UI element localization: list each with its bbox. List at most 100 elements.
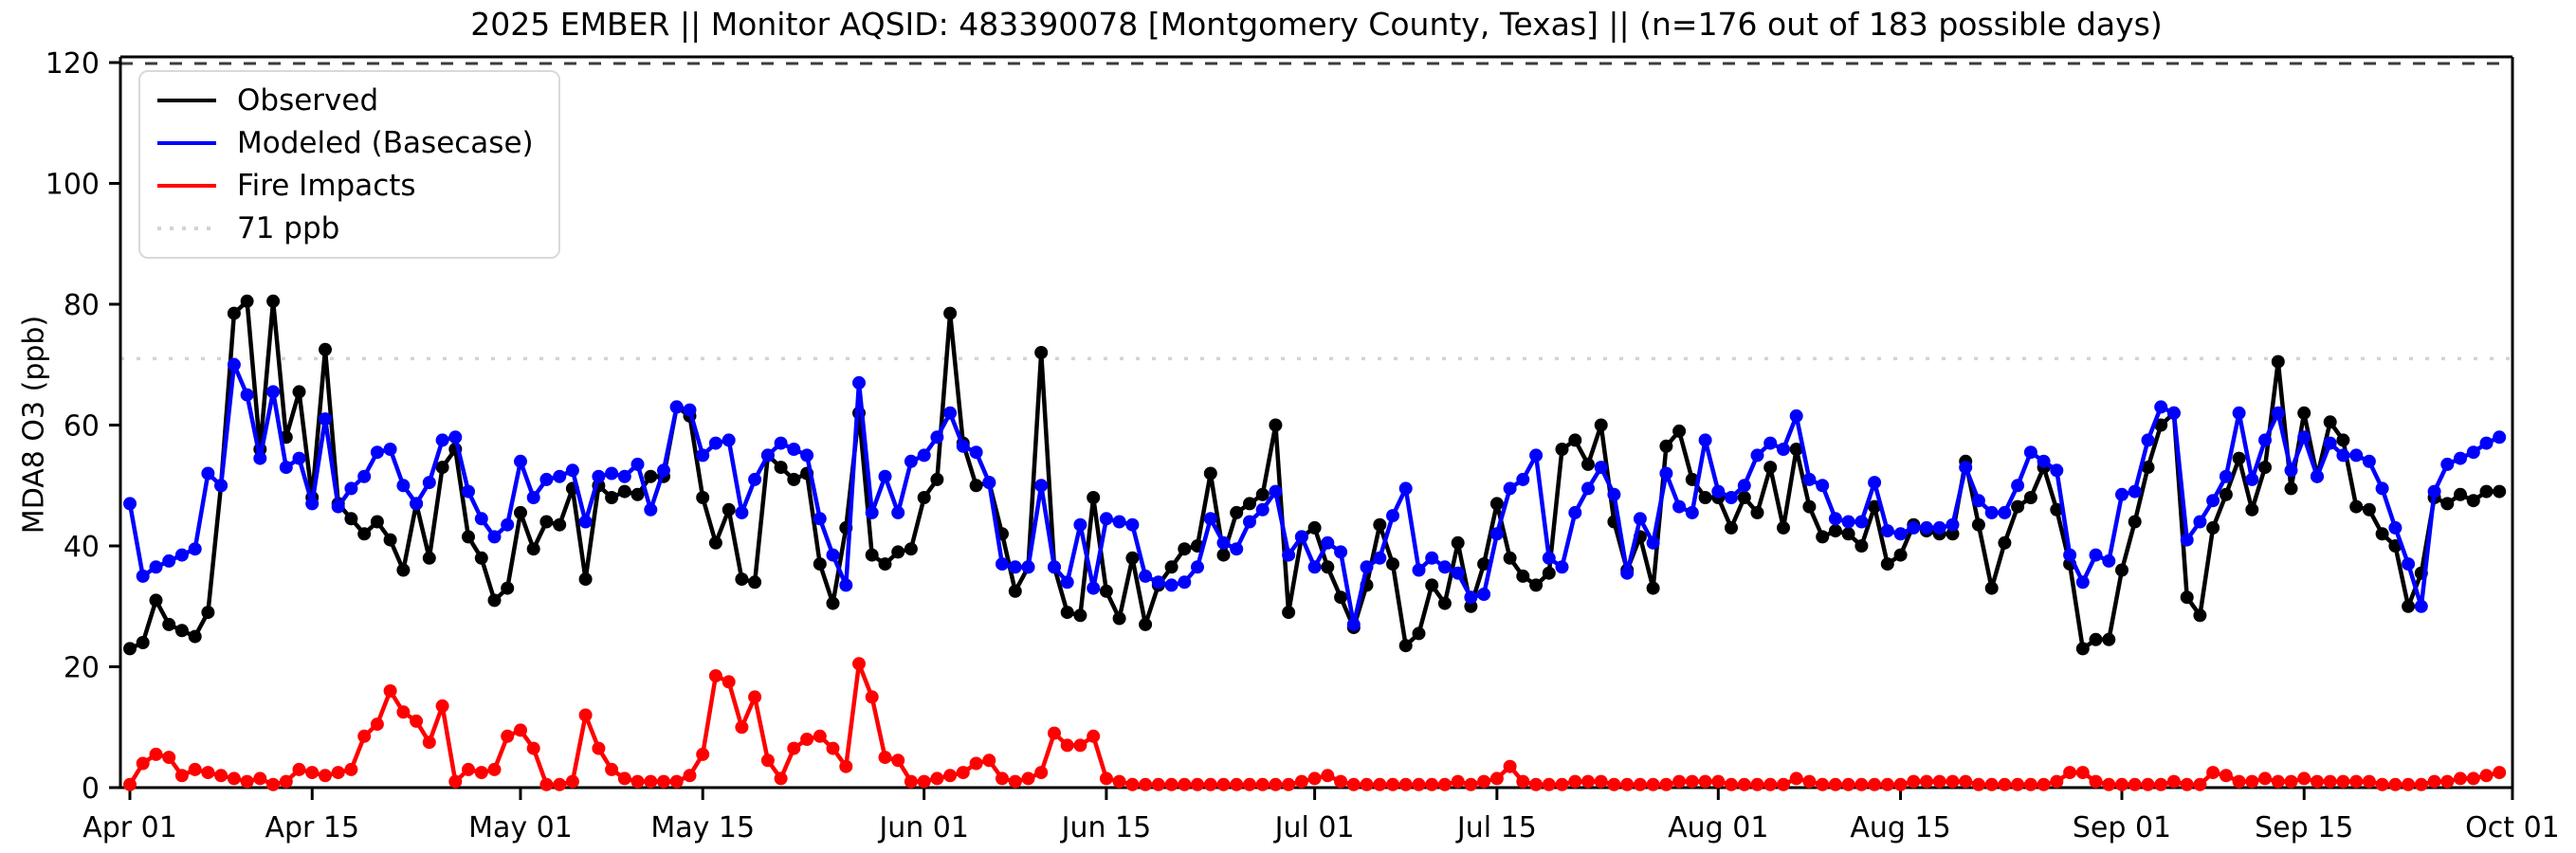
fire-impacts-series-point [1789, 771, 1803, 786]
legend-item-threshold: 71 ppb [157, 211, 534, 245]
modeled-series-point [2102, 554, 2116, 568]
modeled-series-point [2440, 457, 2455, 471]
fire-impacts-series-point [266, 777, 281, 791]
x-tick-label: May 01 [468, 811, 573, 844]
modeled-series-point [1542, 551, 1556, 565]
fire-impacts-series-point [1646, 777, 1660, 791]
fire-impacts-series-point [969, 756, 983, 771]
modeled-series-point [2193, 515, 2207, 529]
observed-series [123, 294, 2507, 656]
modeled-series-point [1503, 481, 1517, 496]
fire-impacts-series-point [1230, 777, 1244, 791]
fire-impacts-series-point [1685, 774, 1699, 789]
fire-impacts-series-point [1464, 777, 1478, 791]
fire-impacts-series-point [1243, 777, 1256, 791]
fire-impacts-series-point [2023, 777, 2037, 791]
modeled-series-point [1425, 551, 1439, 565]
fire-impacts-series-point [1998, 777, 2012, 791]
observed-series-point [1112, 611, 1126, 626]
modeled-series-point [1685, 505, 1699, 519]
observed-series-point [1698, 491, 1712, 504]
observed-series-point [319, 342, 332, 356]
modeled-series-point [787, 443, 801, 456]
fire-impacts-series-point [2011, 777, 2025, 791]
observed-series-point [162, 617, 176, 631]
modeled-series-point [2362, 454, 2376, 468]
observed-series-point [644, 469, 658, 483]
fire-impacts-series-point [319, 769, 332, 783]
modeled-series-point [2023, 445, 2037, 460]
modeled-series-point [760, 448, 775, 463]
modeled-series-point [1112, 515, 1126, 529]
modeled-series-point [422, 476, 436, 490]
observed-series-point [1946, 527, 1960, 541]
fire-impacts-series-point [2454, 771, 2467, 786]
fire-impacts-series-point [2323, 774, 2337, 789]
modeled-series-point [1633, 512, 1647, 526]
observed-series-point [1816, 530, 1830, 544]
observed-series-point [2193, 608, 2207, 623]
observed-series-point [136, 636, 150, 649]
modeled-series-point [2284, 463, 2298, 478]
observed-series-point [1125, 551, 1140, 565]
modeled-series-point [1789, 408, 1803, 423]
legend-item-modeled: Modeled (Basecase) [157, 126, 534, 160]
fire-impacts-series-point [2075, 766, 2090, 780]
modeled-series-point [1307, 560, 1322, 574]
fire-impacts-series-point [1164, 777, 1178, 791]
observed-series-point [2050, 502, 2064, 517]
fire-impacts-series-point [2037, 777, 2051, 791]
observed-series-point [422, 551, 436, 565]
fire-impacts-series-point [2414, 777, 2428, 791]
fire-impacts-series-point [1269, 777, 1283, 791]
modeled-series-point [735, 505, 749, 519]
modeled-series-point [748, 472, 762, 486]
fire-impacts-series-point [696, 747, 710, 761]
modeled-series-point [2063, 548, 2077, 562]
modeled-series-point [644, 502, 658, 517]
observed-series-point [1216, 548, 1231, 562]
modeled-series-point [319, 412, 332, 426]
fire-impacts-series-point [1594, 774, 1608, 789]
observed-series-point [1998, 535, 2012, 550]
fire-impacts-series-point [2219, 769, 2233, 783]
modeled-series-point [2493, 430, 2507, 445]
fire-impacts-series-point [2180, 777, 2194, 791]
modeled-series-point [592, 469, 606, 483]
fire-impacts-series-point [227, 771, 241, 786]
modeled-series-point [1255, 502, 1270, 517]
observed-series-point [2454, 487, 2467, 501]
fire-impacts-series-point [644, 774, 658, 789]
observed-series-point [357, 527, 372, 541]
fire-impacts-series-point [2128, 777, 2142, 791]
fire-impacts-series-point [462, 762, 475, 776]
modeled-series-point [1412, 563, 1426, 577]
modeled-series-point [1178, 575, 1192, 590]
observed-series-point [865, 548, 879, 562]
observed-series-point [553, 517, 567, 532]
legend: Observed Modeled (Basecase) Fire Impacts… [138, 70, 560, 259]
observed-series-point [2115, 563, 2128, 577]
fire-impacts-series-point [1048, 726, 1061, 740]
fire-impacts-series-point [904, 774, 918, 789]
modeled-series-point [1360, 560, 1374, 574]
fire-impacts-series-point [1451, 774, 1465, 789]
modeled-series-point [188, 542, 202, 556]
observed-series-point [1489, 497, 1504, 511]
fire-impacts-series [123, 657, 2507, 791]
observed-series-point [1269, 418, 1283, 432]
legend-label: 71 ppb [237, 211, 340, 245]
fire-impacts-series-point [2050, 774, 2064, 789]
fire-impacts-series-point [1139, 777, 1153, 791]
modeled-series-point [1594, 461, 1608, 475]
fire-impacts-series-point [1255, 777, 1270, 791]
modeled-series-point [2245, 472, 2259, 486]
modeled-series-point [2011, 479, 2025, 493]
fire-impacts-series-point [1971, 777, 1985, 791]
fire-impacts-series-point [1294, 774, 1308, 789]
fire-impacts-series-point [852, 657, 866, 671]
fire-impacts-series-point [1282, 777, 1296, 791]
fire-impacts-series-point [2362, 774, 2376, 789]
observed-series-point [2271, 354, 2285, 369]
